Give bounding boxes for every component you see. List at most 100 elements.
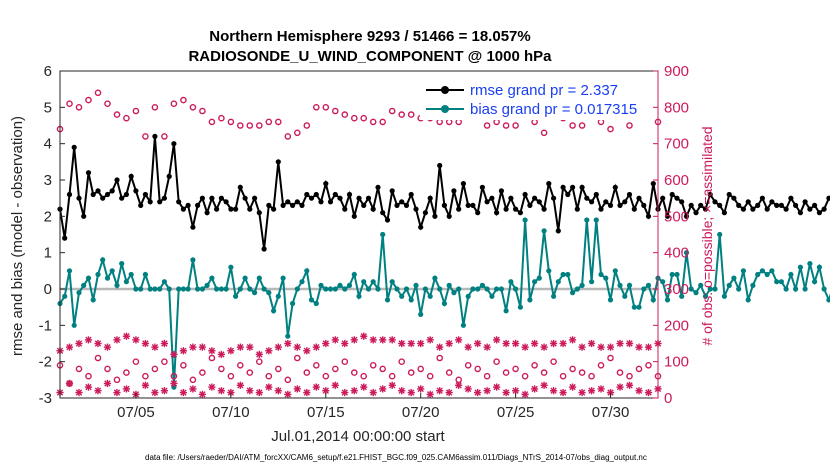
rmse-point [285, 199, 291, 205]
assimilated-upper-point [331, 336, 339, 344]
rmse-point [522, 191, 528, 198]
rmse-point [432, 213, 438, 219]
possible-upper-point [607, 125, 614, 133]
assimilated-lower-point [236, 381, 244, 389]
rmse-point [204, 210, 210, 216]
bias-point [199, 286, 205, 292]
bias-point [427, 293, 433, 299]
rmse-point [199, 195, 205, 201]
bias-point [418, 311, 424, 317]
possible-lower-point [199, 369, 206, 376]
bias-point [807, 261, 813, 267]
bias-point [570, 290, 576, 296]
assimilated-lower-point-stroke [161, 387, 168, 394]
assimilated-lower-point [179, 388, 187, 397]
right-tick-label: 900 [664, 63, 689, 80]
assimilated-upper-point [455, 336, 463, 344]
bias-point [631, 304, 637, 310]
rmse-point [299, 202, 305, 208]
possible-upper-point [322, 104, 330, 111]
assimilated-upper-point [521, 343, 529, 351]
bias-point [161, 279, 167, 285]
assimilated-upper-point [122, 332, 131, 340]
bias-point [95, 271, 101, 278]
rmse-point [280, 202, 286, 208]
assimilated-lower-point-stroke [455, 382, 462, 389]
bias-point [361, 279, 367, 285]
rmse-point [195, 202, 201, 208]
assimilated-upper-point-stroke [578, 343, 586, 351]
possible-lower-point [312, 361, 320, 369]
bias-point [764, 271, 770, 278]
assimilated-upper-point-stroke [275, 343, 282, 351]
bias-point [484, 286, 490, 292]
bias-point [204, 282, 210, 288]
assimilated-upper-point [625, 339, 634, 348]
possible-upper-point [303, 122, 311, 129]
bias-point [133, 286, 139, 292]
assimilated-upper-point [568, 336, 577, 344]
assimilated-lower-point-stroke [218, 387, 225, 394]
assimilated-lower-point-stroke [521, 391, 529, 398]
rmse-point [736, 202, 742, 208]
rmse-point [271, 206, 277, 212]
left-tick-label: 5 [44, 99, 52, 116]
assimilated-lower-point-stroke [379, 385, 386, 393]
bias-point [190, 257, 196, 263]
bias-point [214, 286, 220, 292]
possible-lower-point [379, 365, 387, 373]
rmse-point [570, 184, 576, 190]
y-axis-label-right: # of obs: o=possible; ×=assimilated [699, 126, 715, 345]
bias-point [683, 250, 690, 256]
bias-point [166, 286, 172, 292]
bias-point [812, 279, 818, 285]
bias-point [380, 231, 386, 238]
assimilated-lower-point-stroke [436, 387, 443, 394]
assimilated-lower-point-stroke [559, 389, 567, 396]
bias-point [641, 286, 647, 292]
rmse-point [313, 191, 319, 198]
bias-point [313, 300, 319, 307]
assimilated-upper-point-stroke [265, 347, 273, 354]
assimilated-lower-point-stroke [512, 387, 519, 394]
assimilated-lower-point-stroke [550, 387, 557, 394]
assimilated-lower-point-stroke [275, 387, 282, 394]
bias-point [100, 257, 106, 263]
possible-lower-point [331, 365, 339, 373]
rmse-point [560, 184, 566, 190]
assimilated-lower-point [75, 388, 83, 397]
rmse-point [513, 206, 519, 212]
assimilated-upper-point-stroke [113, 336, 121, 344]
possible-lower-point [113, 376, 121, 384]
rmse-point [579, 184, 585, 190]
assimilated-upper-point [322, 339, 330, 348]
assimilated-lower-point [521, 390, 529, 398]
rmse-point [104, 191, 111, 198]
possible-upper-point [161, 133, 168, 140]
bias-point [522, 217, 528, 223]
assimilated-lower-point-stroke [569, 383, 576, 391]
assimilated-lower-point [426, 390, 434, 398]
rmse-point [399, 199, 405, 205]
assimilated-upper-point-stroke [142, 340, 149, 347]
assimilated-upper-point [597, 343, 605, 351]
possible-lower-point [569, 365, 576, 373]
assimilated-lower-point [369, 388, 377, 397]
assimilated-upper-point-stroke [132, 336, 140, 344]
possible-lower-point [246, 369, 254, 376]
assimilated-lower-point [246, 387, 254, 395]
rmse-point [726, 191, 732, 198]
possible-lower-point [360, 372, 368, 380]
rmse-point [551, 195, 557, 201]
rmse-point [555, 228, 561, 234]
rmse-point [731, 195, 737, 201]
assimilated-upper-point [75, 339, 83, 348]
possible-upper-point [369, 118, 377, 126]
rmse-point [574, 206, 580, 212]
assimilated-upper-point [293, 343, 301, 351]
bias-point [271, 308, 277, 314]
assimilated-upper-point-stroke [208, 347, 216, 354]
left-tick-label: 0 [44, 281, 52, 298]
left-tick-label: 4 [44, 136, 52, 153]
bias-point [233, 293, 239, 299]
